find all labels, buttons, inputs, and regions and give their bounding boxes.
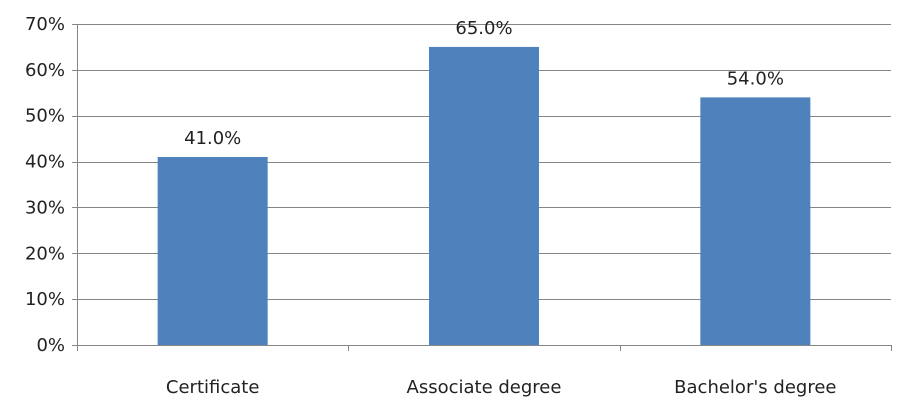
y-tick-label: 20% [25, 243, 65, 264]
bar [157, 156, 268, 345]
y-tick-label: 0% [36, 335, 65, 356]
bars [157, 46, 811, 346]
y-tick-label: 40% [25, 152, 65, 173]
axes [72, 24, 892, 351]
y-tick-label: 70% [25, 14, 65, 35]
y-axis-tick-labels: 0% 10% 20% 30% 40% 50% 60% 70% [25, 14, 65, 356]
bar [429, 46, 539, 346]
bar [700, 97, 811, 345]
x-category-label: Bachelor's degree [674, 377, 836, 398]
data-label: 65.0% [455, 18, 512, 39]
y-tick-label: 50% [25, 106, 65, 127]
y-tick-label: 30% [25, 197, 65, 218]
x-axis-category-labels: Certificate Associate degree Bachelor's de… [166, 377, 837, 398]
x-category-label: Certificate [166, 377, 260, 398]
data-label: 54.0% [727, 68, 784, 89]
y-tick-label: 10% [25, 289, 65, 310]
data-labels: 41.0% 65.0% 54.0% [184, 18, 784, 149]
y-tick-label: 60% [25, 60, 65, 81]
x-category-label: Associate degree [407, 377, 562, 398]
data-label: 41.0% [184, 128, 241, 149]
